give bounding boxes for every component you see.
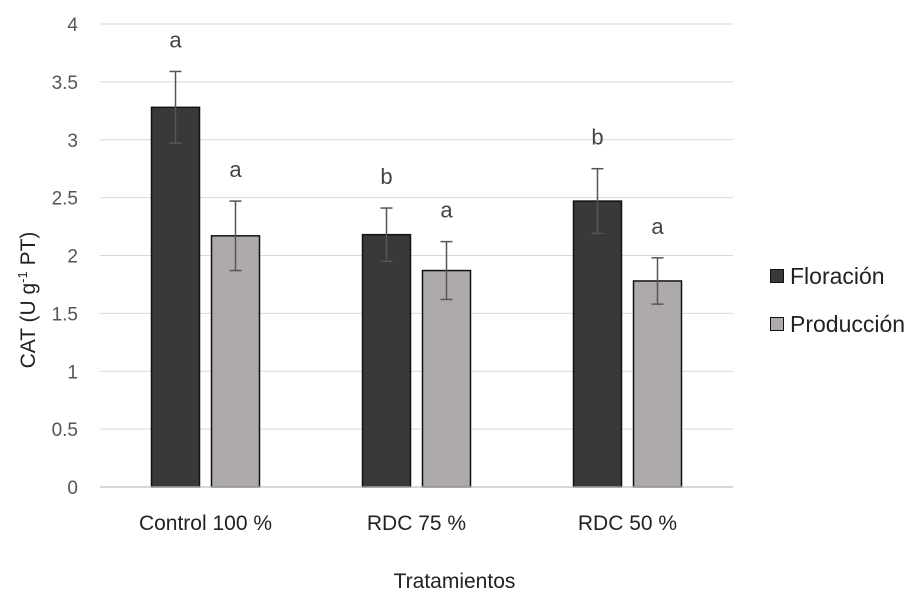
y-tick-label: 1 bbox=[67, 362, 78, 383]
x-tick-label: RDC 50 % bbox=[578, 512, 677, 535]
y-tick-label: 1.5 bbox=[52, 304, 78, 325]
y-tick-label: 4 bbox=[67, 15, 78, 36]
significance-label: b bbox=[591, 125, 603, 150]
x-tick-label: RDC 75 % bbox=[367, 512, 466, 535]
y-axis-title-superscript: -1 bbox=[15, 271, 30, 283]
y-tick-label: 2 bbox=[67, 247, 78, 268]
legend-swatch-produccion bbox=[770, 317, 784, 331]
significance-label: a bbox=[229, 157, 242, 182]
y-tick-label: 0.5 bbox=[52, 420, 78, 441]
y-axis-title: CAT (U g-1 PT) bbox=[15, 232, 41, 369]
y-tick-label: 3 bbox=[67, 131, 78, 152]
significance-label: a bbox=[651, 214, 664, 239]
y-axis-title-main: CAT (U g bbox=[17, 282, 40, 369]
legend-label-produccion: Producción bbox=[790, 310, 906, 337]
x-tick-label: Control 100 % bbox=[139, 512, 272, 535]
significance-label: a bbox=[440, 198, 453, 223]
y-axis-title-tail: PT) bbox=[17, 231, 40, 272]
bar bbox=[361, 233, 412, 488]
bar bbox=[421, 269, 472, 488]
significance-label: a bbox=[169, 27, 182, 52]
significance-label: b bbox=[380, 164, 392, 189]
bar bbox=[210, 235, 261, 488]
y-tick-label: 3.5 bbox=[52, 73, 78, 94]
legend: Floración Producción bbox=[770, 262, 905, 358]
y-tick-label: 2.5 bbox=[52, 189, 78, 210]
bar bbox=[632, 280, 683, 488]
y-tick-label: 0 bbox=[67, 478, 78, 499]
x-axis-title: Tratamientos bbox=[393, 570, 516, 593]
legend-swatch-floracion bbox=[770, 269, 784, 283]
legend-item-produccion: Producción bbox=[770, 310, 905, 338]
bar bbox=[150, 106, 201, 488]
legend-item-floracion: Floración bbox=[770, 262, 905, 290]
y-axis-title-wrap: CAT (U g-1 PT) bbox=[8, 100, 48, 500]
bar bbox=[572, 200, 623, 488]
legend-label-floracion: Floración bbox=[790, 262, 885, 289]
